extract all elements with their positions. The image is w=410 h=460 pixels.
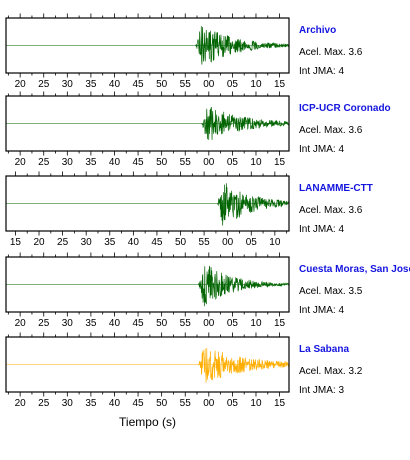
max-acceleration: Acel. Max. 3.2	[299, 366, 363, 377]
jma-intensity: Int JMA: 4	[299, 66, 344, 77]
tick-label: 00	[203, 398, 215, 409]
tick-label: 30	[62, 79, 74, 90]
tick-label: 50	[156, 318, 168, 329]
tick-label: 55	[180, 79, 192, 90]
tick-label: 25	[57, 237, 69, 248]
tick-label: 30	[62, 318, 74, 329]
panel-3: 15 20 25 30 35 40 45 50 55 00 05 10 LANAMME-CTT Acel.…	[5, 171, 373, 248]
tick-label: 40	[109, 79, 121, 90]
tick-label: 55	[199, 237, 211, 248]
jma-intensity: Int JMA: 4	[299, 305, 344, 316]
max-acceleration: Acel. Max. 3.6	[299, 125, 363, 136]
tick-label: 25	[38, 318, 50, 329]
tick-label: 20	[33, 237, 45, 248]
station-name: LANAMME-CTT	[299, 183, 373, 194]
jma-intensity: Int JMA: 4	[299, 224, 344, 235]
tick-label: 00	[203, 79, 215, 90]
tick-label: 45	[133, 318, 145, 329]
waveform-trace	[198, 265, 290, 307]
tick-label: 05	[246, 237, 258, 248]
tick-label: 55	[180, 398, 192, 409]
tick-label: 10	[250, 318, 262, 329]
tick-label: 10	[269, 237, 281, 248]
tick-label: 40	[109, 157, 121, 168]
tick-label: 50	[156, 398, 168, 409]
tick-label: 15	[274, 157, 286, 168]
tick-label: 15	[10, 237, 22, 248]
tick-label: 25	[38, 79, 50, 90]
tick-label: 40	[109, 398, 121, 409]
tick-label: 35	[85, 79, 97, 90]
tick-label: 05	[227, 318, 239, 329]
panel-5: 20 25 30 35 40 45 50 55 00 05 10 15 La Sabana Acel. M…	[5, 332, 363, 409]
station-name: ICP-UCR Coronado	[299, 103, 391, 114]
tick-label: 10	[250, 398, 262, 409]
max-acceleration: Acel. Max. 3.6	[299, 47, 363, 58]
tick-label: 05	[227, 398, 239, 409]
tick-label: 10	[250, 157, 262, 168]
tick-label: 45	[133, 79, 145, 90]
tick-label: 40	[128, 237, 140, 248]
tick-label: 20	[15, 318, 27, 329]
panel-frame	[5, 175, 290, 232]
panel-frame	[5, 95, 290, 152]
station-name: Cuesta Moras, San Jose	[299, 264, 410, 275]
tick-label: 55	[180, 318, 192, 329]
tick-label: 50	[156, 79, 168, 90]
tick-label: 10	[250, 79, 262, 90]
panel-frame	[5, 256, 290, 313]
tick-label: 35	[104, 237, 116, 248]
tick-label: 30	[81, 237, 93, 248]
station-name: Archivo	[299, 25, 336, 36]
max-acceleration: Acel. Max. 3.6	[299, 205, 363, 216]
tick-label: 50	[156, 157, 168, 168]
jma-intensity: Int JMA: 3	[299, 385, 344, 396]
max-acceleration: Acel. Max. 3.5	[299, 286, 363, 297]
tick-label: 50	[175, 237, 187, 248]
tick-label: 25	[38, 398, 50, 409]
panel-2: 20 25 30 35 40 45 50 55 00 05 10 15 ICP-UCR Coronado…	[5, 91, 391, 168]
tick-label: 20	[15, 398, 27, 409]
tick-label: 20	[15, 157, 27, 168]
waveform-trace	[198, 347, 290, 383]
x-axis-label: Tiempo (s)	[119, 415, 176, 429]
tick-label: 55	[180, 157, 192, 168]
panel-frame	[5, 336, 290, 393]
tick-label: 30	[62, 157, 74, 168]
tick-label: 20	[15, 79, 27, 90]
tick-label: 15	[274, 318, 286, 329]
station-name: La Sabana	[299, 344, 349, 355]
waveform-trace	[201, 107, 290, 140]
tick-label: 00	[203, 157, 215, 168]
jma-intensity: Int JMA: 4	[299, 144, 344, 155]
tick-label: 05	[227, 157, 239, 168]
tick-label: 25	[38, 157, 50, 168]
waveform-trace	[195, 26, 290, 65]
tick-label: 05	[227, 79, 239, 90]
tick-label: 45	[133, 157, 145, 168]
tick-label: 40	[109, 318, 121, 329]
waveform-trace	[217, 183, 290, 226]
tick-label: 35	[85, 398, 97, 409]
panel-frame	[5, 17, 290, 74]
tick-label: 45	[151, 237, 163, 248]
tick-label: 45	[133, 398, 145, 409]
tick-label: 15	[274, 79, 286, 90]
panel-1: 20 25 30 35 40 45 50 55 00 05 10 15 Archivo Acel. Max…	[5, 13, 363, 90]
tick-label: 00	[203, 318, 215, 329]
tick-label: 35	[85, 318, 97, 329]
tick-label: 30	[62, 398, 74, 409]
tick-label: 15	[274, 398, 286, 409]
tick-label: 35	[85, 157, 97, 168]
tick-label: 00	[222, 237, 234, 248]
panel-4: 20 25 30 35 40 45 50 55 00 05 10 15 Cuesta Moras, Sa…	[5, 252, 410, 329]
